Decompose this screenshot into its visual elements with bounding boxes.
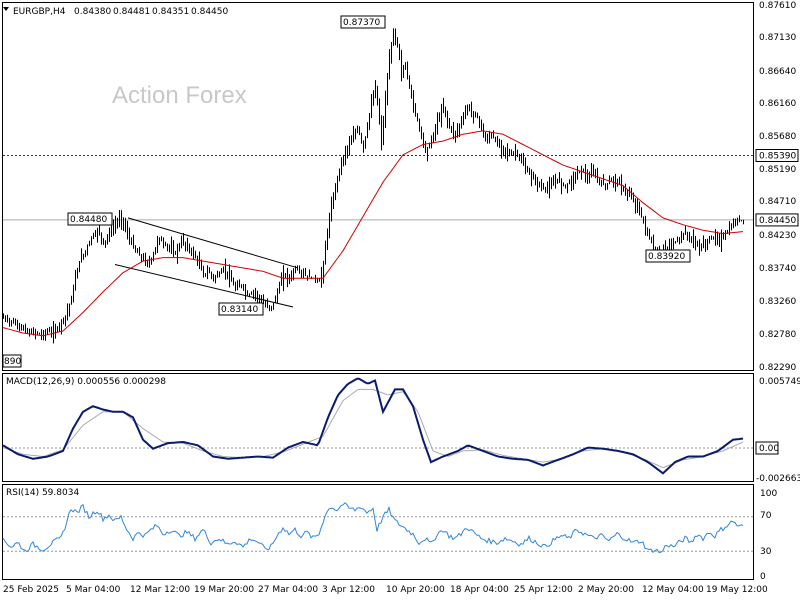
price-tick: 0.84230 bbox=[759, 231, 796, 241]
macd-tick: -0.002663 bbox=[756, 474, 800, 484]
annotation-box bbox=[645, 249, 691, 263]
current-price-tag bbox=[755, 213, 799, 227]
price-tick: 0.83260 bbox=[759, 297, 796, 307]
annotation-low-right: 0.83920 bbox=[648, 252, 685, 262]
annotation-high-left: 0.84480 bbox=[70, 215, 107, 225]
time-tick: 25 Apr 12:00 bbox=[514, 585, 573, 595]
price-axis: 0.87610 0.87130 0.86640 0.86160 0.85680 … bbox=[759, 1, 796, 373]
macd-value-tag bbox=[755, 441, 779, 455]
price-tick: 0.87610 bbox=[759, 1, 796, 11]
time-tick: 18 Apr 04:00 bbox=[450, 585, 509, 595]
time-tick: 3 Apr 12:00 bbox=[322, 585, 375, 595]
time-tick: 19 Mar 20:00 bbox=[194, 585, 254, 595]
macd-label: MACD(12,26,9) 0.000556 0.000298 bbox=[6, 377, 166, 387]
time-tick: 25 Feb 2025 bbox=[3, 585, 59, 595]
level-price-tag-text: 0.85390 bbox=[759, 151, 796, 161]
annotation-peak: 0.87370 bbox=[343, 18, 380, 28]
channel-line bbox=[127, 217, 299, 269]
annotation-box bbox=[218, 302, 264, 316]
rsi-layer bbox=[2, 502, 753, 554]
ohlc-low: 0.84351 bbox=[152, 7, 189, 17]
moving-average-line bbox=[2, 130, 744, 337]
rsi-label: RSI(14) 59.8034 bbox=[6, 488, 79, 498]
price-tick: 0.85190 bbox=[759, 165, 796, 175]
annotation-box bbox=[2, 354, 22, 368]
time-tick: 27 Mar 04:00 bbox=[258, 585, 318, 595]
price-panel-frame bbox=[2, 2, 754, 371]
price-tick: 0.82290 bbox=[759, 363, 796, 373]
macd-value-tag-text: 0.00 bbox=[759, 444, 779, 454]
price-tick: 0.86640 bbox=[759, 67, 796, 77]
macd-main-line bbox=[2, 377, 744, 475]
level-price-tag bbox=[755, 148, 799, 162]
ohlc-open: 0.84380 bbox=[74, 7, 111, 17]
watermark: Action Forex bbox=[112, 82, 247, 109]
time-tick: 12 May 04:00 bbox=[642, 585, 704, 595]
macd-tick: 0.005749 bbox=[759, 377, 800, 387]
symbol-label: EURGBP,H4 bbox=[13, 7, 66, 17]
price-tick: 0.85680 bbox=[759, 132, 796, 142]
ohlc-close: 0.84450 bbox=[191, 7, 228, 17]
rsi-tick: 30 bbox=[760, 547, 772, 557]
ohlc-high: 0.84481 bbox=[113, 7, 150, 17]
dropdown-triangle-icon bbox=[3, 7, 9, 11]
time-tick: 10 Apr 20:00 bbox=[386, 585, 445, 595]
price-tick: 0.87130 bbox=[759, 33, 796, 43]
price-series-layer bbox=[2, 28, 744, 344]
price-tick: 0.86160 bbox=[759, 99, 796, 109]
rsi-tick: 70 bbox=[760, 511, 772, 521]
price-annotations: 0.84480 0.83140 0.87370 0.83920 890 bbox=[2, 15, 691, 368]
annotation-left-edge: 890 bbox=[4, 357, 21, 367]
price-tick: 0.82780 bbox=[759, 330, 796, 340]
annotation-low-mid: 0.83140 bbox=[221, 305, 258, 315]
macd-layer bbox=[2, 377, 744, 475]
annotation-box bbox=[340, 15, 386, 29]
time-tick: 12 Mar 12:00 bbox=[130, 585, 190, 595]
rsi-tick: 0 bbox=[760, 572, 766, 582]
time-tick: 5 Mar 04:00 bbox=[66, 585, 121, 595]
time-tick: 2 May 20:00 bbox=[578, 585, 634, 595]
price-tick: 0.84710 bbox=[759, 197, 796, 207]
annotation-box bbox=[67, 212, 113, 226]
time-tick: 19 May 12:00 bbox=[706, 585, 768, 595]
price-tick: 0.83740 bbox=[759, 264, 796, 274]
current-price-tag-text: 0.84450 bbox=[759, 216, 796, 226]
rsi-panel-frame bbox=[2, 484, 754, 580]
rsi-tick: 100 bbox=[760, 489, 777, 499]
price-header: EURGBP,H4 0.84380 0.84481 0.84351 0.8445… bbox=[3, 7, 228, 17]
time-axis: 25 Feb 2025 5 Mar 04:00 12 Mar 12:00 19 … bbox=[3, 585, 768, 595]
rsi-line bbox=[2, 502, 744, 554]
